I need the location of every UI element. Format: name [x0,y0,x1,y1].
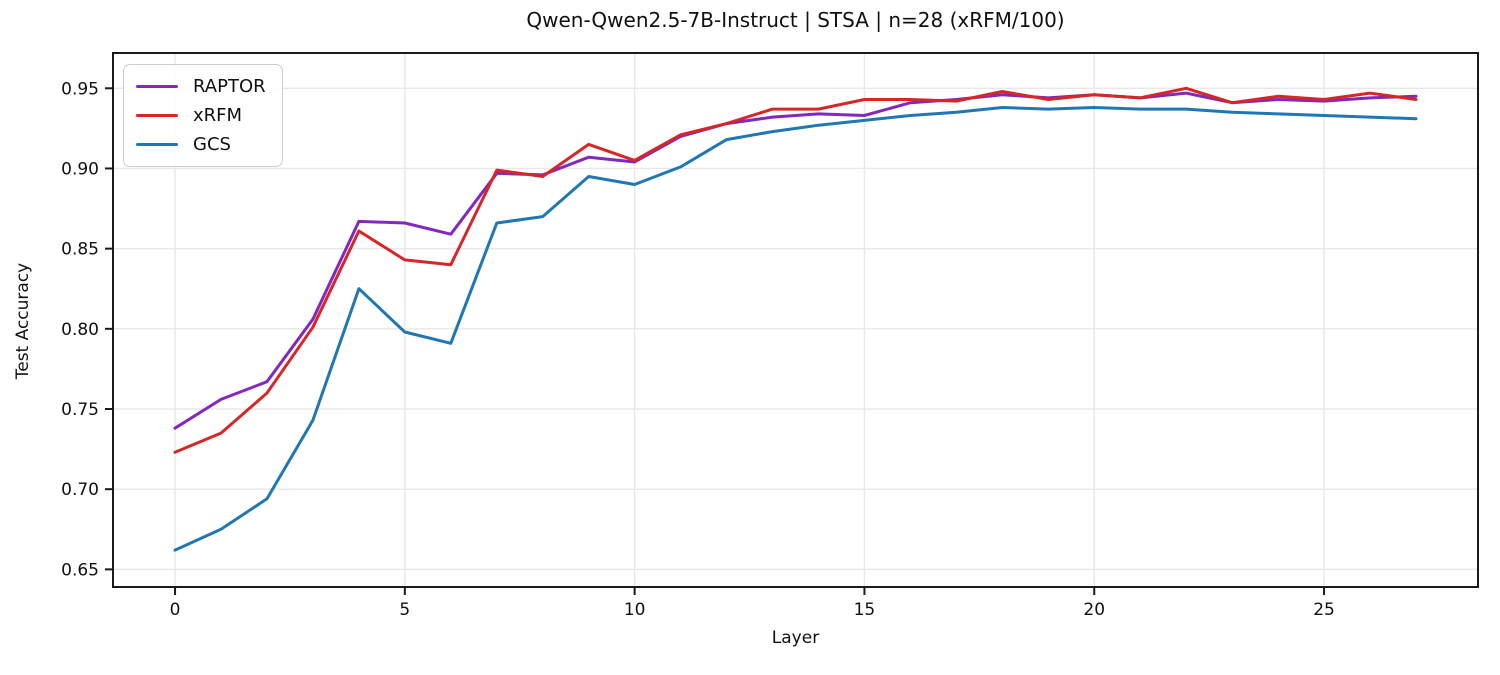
gcs-line-swatch [136,142,178,147]
y-tick-label: 0.80 [61,320,99,340]
legend-item-xrfm: xRFM [124,101,282,130]
y-tick-label: 0.65 [61,560,99,580]
y-tick-label: 0.75 [61,400,99,420]
chart-title: Qwen-Qwen2.5-7B-Instruct | STSA | n=28 (… [526,8,1065,32]
legend-label-raptor: RAPTOR [193,75,266,97]
y-tick-label: 0.95 [61,79,99,99]
raptor-line [173,91,1418,430]
gcs-line [173,106,1418,552]
x-tick-label: 5 [399,600,410,620]
legend-label-xrfm: xRFM [193,104,243,126]
legend-item-raptor: RAPTOR [124,72,282,101]
y-tick-label: 0.85 [61,240,99,260]
x-tick-label: 25 [1313,600,1335,620]
plot-border [112,52,1479,588]
x-axis-label: Layer [771,628,820,648]
xrfm-line [173,86,1418,454]
y-tick-label: 0.90 [61,159,99,179]
xrfm-line-swatch [136,113,178,118]
x-tick-label: 20 [1083,600,1105,620]
x-tick-label: 10 [624,600,646,620]
legend-item-gcs: GCS [124,130,282,159]
x-tick-label: 0 [170,600,181,620]
y-tick-label: 0.70 [61,480,99,500]
legend: RAPTOR xRFM GCS [123,64,283,167]
x-tick-label: 15 [854,600,876,620]
legend-label-gcs: GCS [193,133,231,155]
raptor-line-swatch [136,84,178,89]
